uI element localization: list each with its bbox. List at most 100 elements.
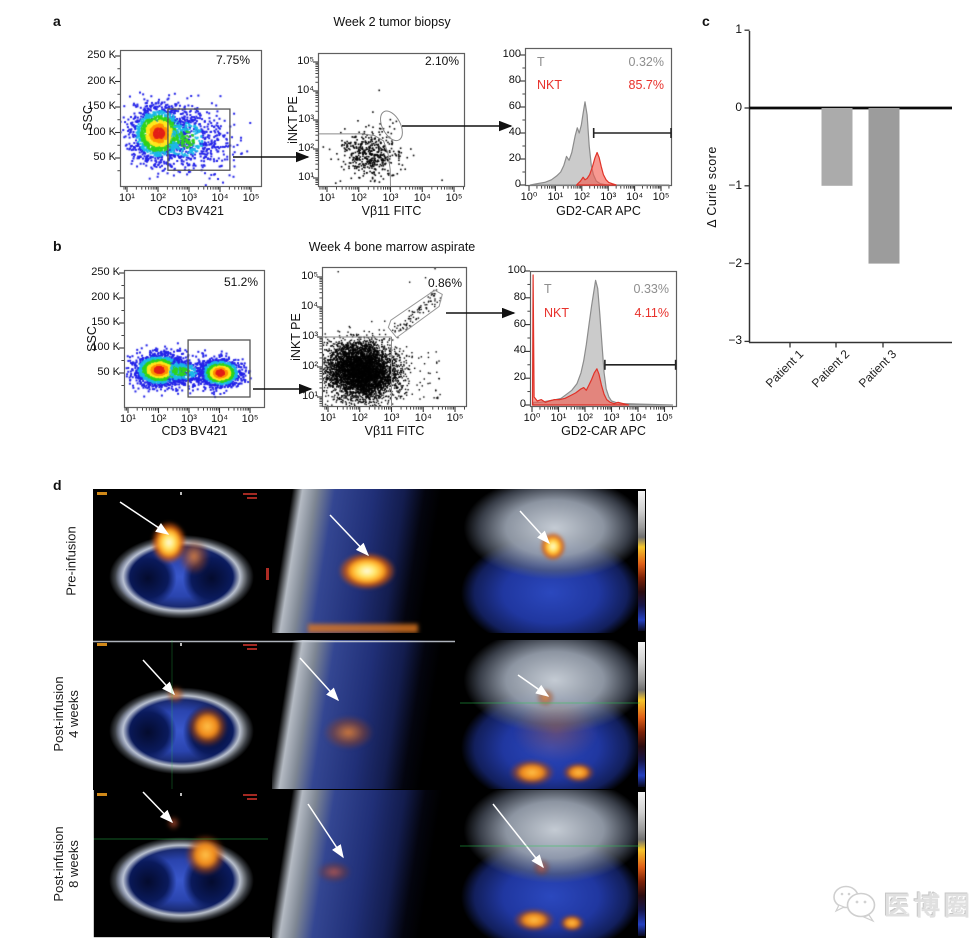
tick-label: 60 (513, 317, 526, 330)
tick-label: −2 (728, 255, 742, 270)
tumor-hotspot (322, 714, 374, 751)
legend-nkt-percent: 4.11% (634, 306, 669, 320)
tick-label: 10⁴ (629, 412, 647, 424)
pet-sagittal-post-4w (272, 640, 454, 789)
tick-label: −3 (728, 333, 742, 348)
tick-label: 60 (508, 100, 521, 112)
axis-label-cd3: CD3 BV421 (157, 204, 224, 218)
panel-a-label: a (53, 13, 61, 29)
tick-label: 100 K (91, 341, 120, 353)
tick-label: 10² (351, 412, 368, 424)
tick-label: 10² (150, 192, 166, 204)
pet-axial-post-8w (93, 790, 270, 938)
tick-label: 100 (507, 264, 526, 276)
tick-label: 100 K (87, 125, 116, 138)
panel-a-title: Week 2 tumor biopsy (333, 15, 451, 29)
legend-nkt-label: NKT (544, 306, 569, 320)
row-label-line: Post-infusion (51, 826, 66, 902)
axis-label-cd3: CD3 BV421 (161, 424, 228, 438)
tumor-hotspot (337, 552, 396, 590)
watermark-text: 医博圈 (884, 890, 975, 921)
watermark: 医博圈 (832, 884, 974, 924)
tick-label: 10¹ (302, 390, 318, 402)
flow-scatter-canvas (125, 271, 264, 407)
panel-b-title: Week 4 bone marrow aspirate (308, 240, 476, 254)
tick-label: 10² (350, 192, 367, 204)
uptake-region (186, 705, 228, 748)
tick-label: 10³ (383, 412, 400, 424)
tick-label: 10⁴ (211, 413, 228, 425)
uptake-region (185, 834, 226, 876)
tick-label: 20 (513, 371, 526, 384)
tick-label: 10¹ (320, 412, 336, 424)
tick-label: 10⁵ (656, 412, 673, 424)
legend-t-percent: 0.33% (633, 282, 669, 296)
pet-sagittal-pre-infusion (272, 489, 454, 633)
bar-category-patient1: Patient 1 (762, 347, 806, 391)
tick-label: 10⁵ (445, 192, 463, 204)
tick-label: 10³ (181, 192, 197, 204)
gate-percent-label: 7.75% (215, 53, 250, 67)
pet-colorbar (638, 792, 645, 936)
tick-label: 80 (508, 74, 521, 86)
tick-label: 10⁴ (297, 84, 314, 96)
pet-ct-image-grid (93, 489, 646, 938)
tick-label: 10¹ (120, 413, 136, 425)
row-label-line: Post-infusion (51, 676, 66, 752)
tick-label: 10⁵ (301, 270, 318, 282)
wechat-bubbles-icon (833, 885, 876, 923)
tick-label: 150 K (87, 100, 116, 112)
tick-label: 10⁵ (446, 412, 464, 424)
legend-t-label: T (544, 282, 552, 296)
tick-label: 10² (150, 413, 167, 425)
tick-label: 0 (735, 100, 742, 114)
tick-label: 10⁵ (297, 55, 314, 67)
axis-label-vb11: Vβ11 FITC (364, 424, 425, 438)
axis-label-gd2car: GD2-CAR APC (556, 204, 641, 218)
uptake-region (509, 759, 555, 786)
row-label-line: 4 weeks (66, 690, 81, 738)
tick-label: 10⁴ (626, 191, 644, 203)
tick-label: 0 (514, 178, 521, 190)
flow-scatter-canvas (121, 51, 261, 186)
tumor-hotspot (535, 687, 555, 708)
pet-coronal-post-4w (456, 640, 646, 789)
tumor-hotspot (165, 815, 182, 832)
tick-label: 10⁴ (414, 412, 432, 424)
tumor-hotspot (315, 861, 353, 884)
row-label-post-8w: Post-infusion 8 weeks (51, 826, 81, 901)
tick-label: 50 K (93, 151, 116, 163)
tick-label: 10⁴ (211, 192, 229, 204)
uptake-region (513, 908, 555, 933)
tick-label: 10¹ (547, 191, 564, 203)
pet-sagittal-post-8w (272, 790, 454, 938)
tick-label: 1 (735, 22, 742, 37)
uptake-region (177, 537, 210, 576)
tick-label: 100 (502, 48, 521, 60)
bar-category-patient3: Patient 3 (855, 347, 899, 391)
tick-label: 250 K (91, 266, 120, 278)
row-label-post-4w: Post-infusion 4 weeks (51, 676, 81, 751)
tick-label: 20 (508, 152, 521, 164)
tick-label: 0 (519, 398, 526, 410)
row-label-pre-infusion: Pre-infusion (64, 526, 79, 595)
tick-label: 10⁵ (652, 191, 670, 203)
tumor-hotspot (165, 684, 186, 705)
uptake-region (513, 699, 599, 763)
bar-category-patient2: Patient 2 (808, 347, 852, 391)
legend-t-label: T (537, 55, 545, 69)
tick-label: 10⁴ (301, 300, 318, 312)
gate-percent-label: 0.86% (427, 276, 462, 290)
pet-axial-post-4w (93, 640, 270, 789)
tick-label: 10⁰ (523, 412, 541, 424)
tick-label: 10² (302, 360, 318, 372)
tick-label: 10¹ (319, 192, 335, 204)
row-label-line: 8 weeks (66, 840, 81, 888)
pet-axial-pre-infusion (93, 489, 270, 633)
gate-percent-label: 2.10% (424, 54, 459, 68)
uptake-region (308, 624, 418, 633)
uptake-region (558, 914, 586, 933)
tumor-hotspot (532, 858, 551, 878)
legend-nkt-label: NKT (537, 78, 562, 92)
pet-colorbar (638, 491, 645, 631)
